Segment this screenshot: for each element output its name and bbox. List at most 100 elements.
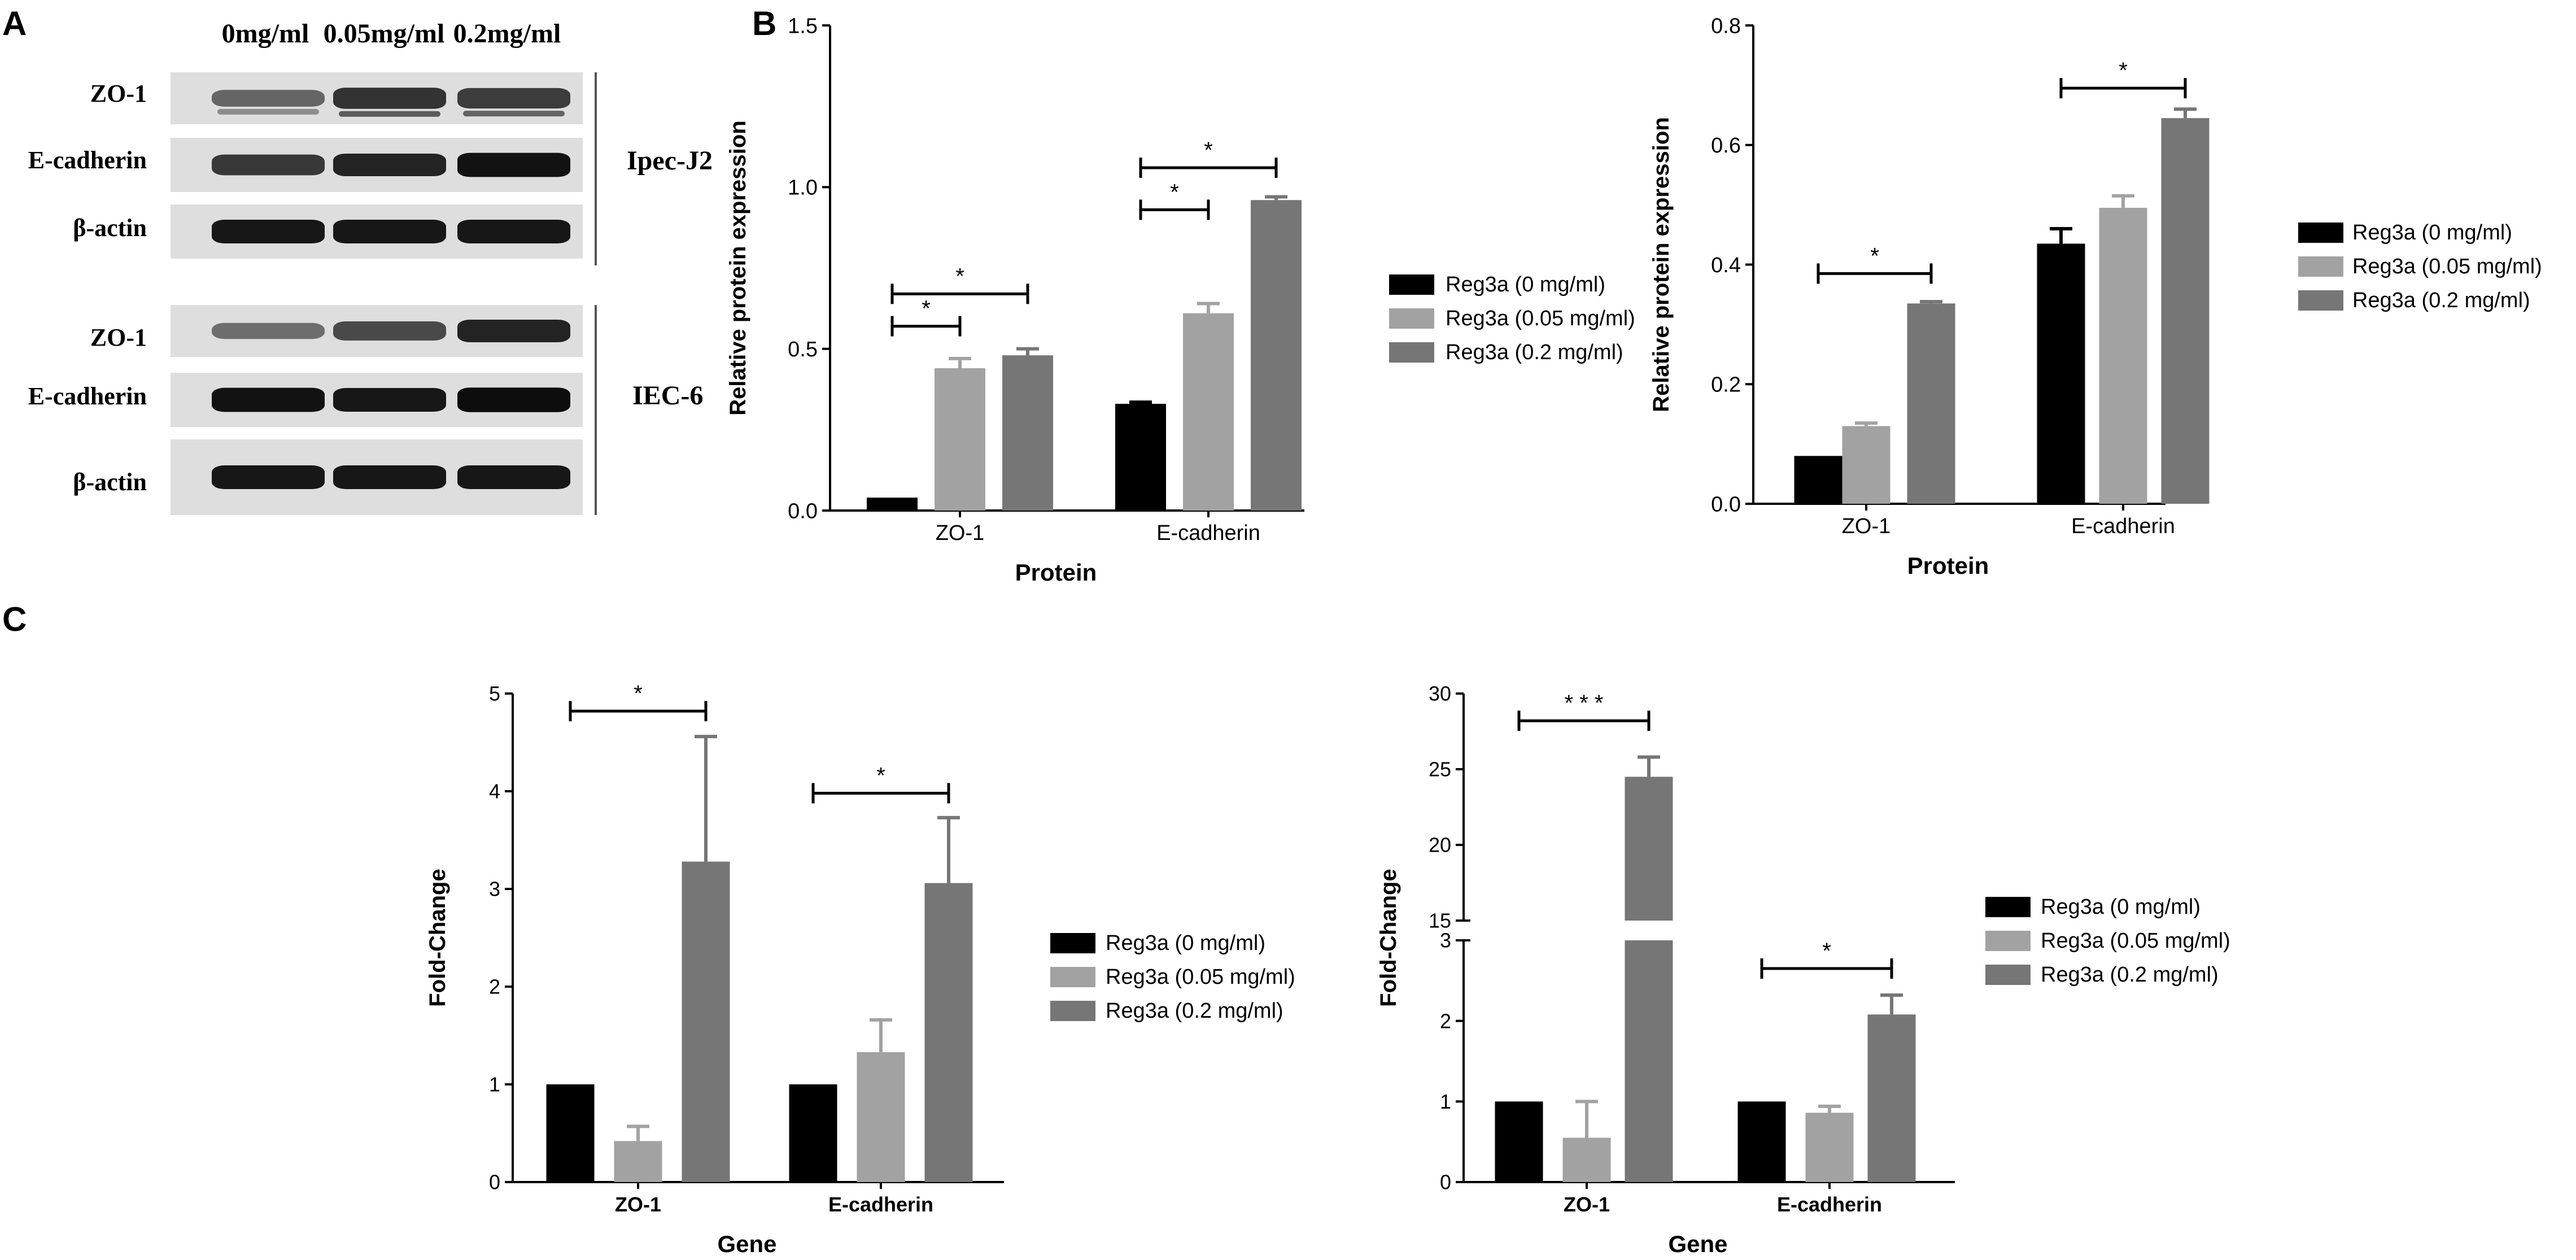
blot-row-label: ZO-1 — [90, 324, 147, 351]
bar — [924, 883, 973, 1182]
blot-band-faint — [463, 111, 565, 117]
blot-band — [212, 154, 325, 176]
legend-swatch — [1050, 933, 1095, 953]
legend-swatch — [2298, 223, 2343, 243]
y-tick-label: 0.8 — [1711, 14, 1741, 38]
y-tick-label: 4 — [489, 780, 500, 803]
blot-band — [333, 88, 446, 109]
legend-label: Reg3a (0 mg/ml) — [2352, 221, 2512, 245]
legend-swatch — [1985, 965, 2031, 985]
blot-band — [212, 387, 325, 412]
blot-band — [457, 319, 570, 343]
legend-swatch — [1389, 274, 1434, 295]
bar — [2037, 243, 2085, 504]
bar — [1867, 1014, 1916, 1182]
bar — [682, 861, 730, 1182]
y-tick-label: 0.0 — [1711, 492, 1741, 516]
y-tick-label: 0.4 — [1711, 254, 1741, 277]
chart-c-left: 0 1 2 3 4 5 Fold-Change ZO-1 E-cadherin Gene * * — [425, 681, 1004, 1257]
blot-band — [457, 152, 570, 177]
y-tick-label: 1 — [1440, 1090, 1451, 1113]
blot-band — [333, 321, 446, 341]
blot-band — [457, 387, 570, 412]
significance-label: * — [1170, 180, 1179, 204]
y-tick-label: 0.5 — [788, 338, 818, 361]
y-tick-label: 0 — [1440, 1171, 1451, 1194]
significance-label: * — [955, 264, 964, 289]
legend-label: Reg3a (0 mg/ml) — [2041, 895, 2200, 919]
bar — [1183, 313, 1234, 511]
blot-band — [457, 88, 570, 109]
significance-label: * — [1204, 138, 1213, 163]
x-tick-label: ZO-1 — [1842, 515, 1891, 538]
y-tick-label: 30 — [1429, 682, 1451, 705]
y-axis-label: Fold-Change — [425, 869, 450, 1006]
bar — [546, 1084, 595, 1182]
y-tick-label: 3 — [1440, 929, 1451, 952]
bar — [1562, 1137, 1611, 1182]
significance-label: * — [634, 681, 643, 706]
blot-row-label: β-actin — [73, 468, 147, 496]
bar — [2161, 118, 2210, 504]
blot-band-faint — [339, 111, 440, 117]
bar — [1805, 1113, 1854, 1182]
y-tick-label: 15 — [1429, 909, 1451, 932]
x-axis-label: Gene — [1668, 1231, 1727, 1257]
panel-letter-b: B — [752, 5, 776, 42]
conc-label-0-05: 0.05mg/ml — [324, 19, 445, 49]
blot-row-label: E-cadherin — [28, 146, 147, 174]
legend-b-left: Reg3a (0 mg/ml) Reg3a (0.05 mg/ml) Reg3a… — [1389, 273, 1635, 364]
x-tick-label: ZO-1 — [615, 1193, 661, 1216]
significance-label: * — [1870, 243, 1879, 268]
blot-row-label: E-cadherin — [28, 382, 147, 410]
bar — [614, 1141, 662, 1182]
blot-band — [457, 220, 570, 243]
blot-band — [333, 153, 446, 177]
legend-b-right: Reg3a (0 mg/ml) Reg3a (0.05 mg/ml) Reg3a… — [2298, 221, 2542, 312]
legend-swatch — [1050, 1001, 1095, 1021]
significance-label: * — [2119, 58, 2128, 83]
bar — [1251, 200, 1302, 511]
panel-letter-c: C — [2, 600, 27, 638]
bar — [1625, 940, 1673, 1182]
y-tick-label: 3 — [489, 878, 500, 901]
legend-swatch — [1389, 342, 1434, 363]
x-tick-label: E-cadherin — [1156, 521, 1260, 545]
blot-band — [212, 465, 325, 489]
y-axis-label: Relative protein expression — [1649, 117, 1674, 412]
bar — [2099, 207, 2147, 504]
legend-swatch — [1985, 931, 2031, 951]
bar — [1115, 404, 1166, 511]
legend-label: Reg3a (0 mg/ml) — [1446, 273, 1605, 297]
x-tick-label: E-cadherin — [1777, 1193, 1882, 1216]
bar — [867, 498, 918, 511]
legend-label: Reg3a (0.2 mg/ml) — [1106, 999, 1283, 1023]
western-blot-panel: 0mg/ml 0.05mg/ml 0.2mg/ml ZO-1 E-cadheri… — [28, 19, 713, 515]
panel-letter-a: A — [2, 5, 27, 42]
x-tick-label: ZO-1 — [936, 521, 985, 545]
cell-line-label-ipec-j2: Ipec-J2 — [627, 146, 713, 176]
significance-label: * — [922, 297, 931, 321]
y-tick-label: 1 — [489, 1073, 500, 1096]
y-axis-label: Relative protein expression — [726, 120, 750, 415]
bar — [1625, 777, 1673, 921]
x-axis-label: Protein — [1015, 559, 1097, 586]
y-tick-label: 1.5 — [788, 14, 818, 38]
y-tick-label: 1.0 — [788, 176, 818, 200]
bar — [857, 1052, 905, 1182]
bar — [1737, 1101, 1786, 1182]
significance-label: * * * — [1565, 691, 1604, 716]
blot-band — [457, 465, 570, 489]
legend-label: Reg3a (0.2 mg/ml) — [2041, 963, 2219, 987]
x-axis-label: Gene — [717, 1231, 776, 1257]
blot-band — [212, 220, 325, 243]
blot-row-label: β-actin — [73, 214, 147, 242]
legend-swatch — [1389, 308, 1434, 329]
x-tick-label: E-cadherin — [2071, 515, 2175, 538]
blot-band — [333, 465, 446, 489]
y-tick-label: 2 — [489, 975, 500, 999]
bar — [1842, 426, 1890, 504]
chart-b-left: 0.0 0.5 1.0 1.5 Relative protein expression Z… — [726, 14, 1304, 586]
bar — [935, 368, 985, 511]
